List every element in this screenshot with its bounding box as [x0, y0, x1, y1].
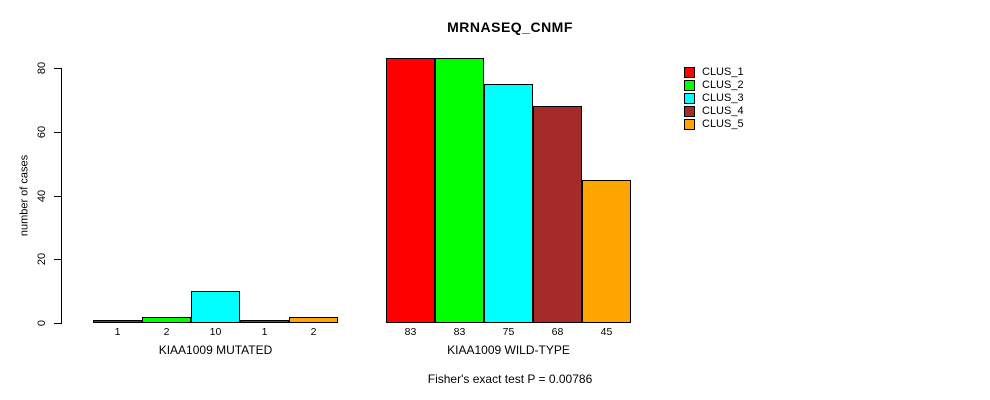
- y-tick-label: 0: [36, 319, 48, 327]
- bar-value-label: 83: [404, 326, 417, 338]
- bar-value-label: 45: [600, 326, 613, 338]
- y-tick-label: 80: [36, 61, 48, 75]
- bar-group: [386, 58, 631, 323]
- y-axis-title: number of cases: [18, 154, 31, 237]
- legend-row: CLUS_5: [684, 118, 744, 131]
- bar-group: [93, 291, 338, 323]
- bar-clus_4: [240, 320, 289, 323]
- legend-label: CLUS_5: [702, 118, 744, 130]
- bar-clus_2: [435, 58, 484, 323]
- y-tick-mark: [54, 323, 61, 324]
- y-tick-label: 20: [36, 253, 48, 266]
- legend-label: CLUS_4: [702, 105, 744, 117]
- legend-row: CLUS_2: [684, 79, 744, 92]
- bar-value-label: 2: [310, 326, 317, 338]
- bar-clus_3: [484, 84, 533, 323]
- legend-swatch-icon: [684, 67, 695, 78]
- chart-title: MRNASEQ_CNMF: [447, 19, 573, 35]
- bar-value-label: 83: [453, 326, 466, 338]
- legend-row: CLUS_3: [684, 92, 744, 105]
- bar-clus_2: [142, 317, 191, 323]
- bar-value-label: 1: [261, 326, 268, 338]
- bar-clus_5: [289, 317, 338, 323]
- bar-value-label: 75: [502, 326, 515, 338]
- bar-value-label: 68: [551, 326, 564, 338]
- bar-clus_3: [191, 291, 240, 323]
- group-label: KIAA1009 WILD-TYPE: [447, 343, 570, 357]
- legend: CLUS_1 CLUS_2 CLUS_3 CLUS_4 CLUS_5: [684, 66, 744, 131]
- bar-value-label: 1: [114, 326, 121, 338]
- bar-clus_5: [582, 180, 631, 323]
- y-tick-mark: [54, 259, 61, 261]
- legend-row: CLUS_4: [684, 105, 744, 118]
- y-tick-mark: [54, 131, 61, 133]
- legend-swatch-icon: [684, 106, 695, 117]
- bar-clus_1: [386, 58, 435, 323]
- bar-clus_4: [533, 106, 582, 323]
- legend-swatch-icon: [684, 80, 695, 91]
- group-label: KIAA1009 MUTATED: [158, 343, 273, 357]
- footnote: Fisher's exact test P = 0.00786: [427, 372, 593, 386]
- y-tick-label: 40: [36, 189, 48, 202]
- legend-swatch-icon: [684, 119, 695, 130]
- y-tick-mark: [54, 68, 61, 69]
- legend-label: CLUS_1: [702, 66, 744, 78]
- bar-value-label: 10: [209, 326, 222, 338]
- y-tick-label: 60: [36, 125, 48, 138]
- bar-clus_1: [93, 320, 142, 323]
- y-tick-mark: [54, 195, 61, 197]
- legend-label: CLUS_3: [702, 92, 744, 104]
- bar-value-label: 2: [163, 326, 170, 338]
- legend-swatch-icon: [684, 93, 695, 104]
- y-axis-line: [61, 68, 62, 324]
- legend-row: CLUS_1: [684, 66, 744, 79]
- legend-label: CLUS_2: [702, 79, 744, 91]
